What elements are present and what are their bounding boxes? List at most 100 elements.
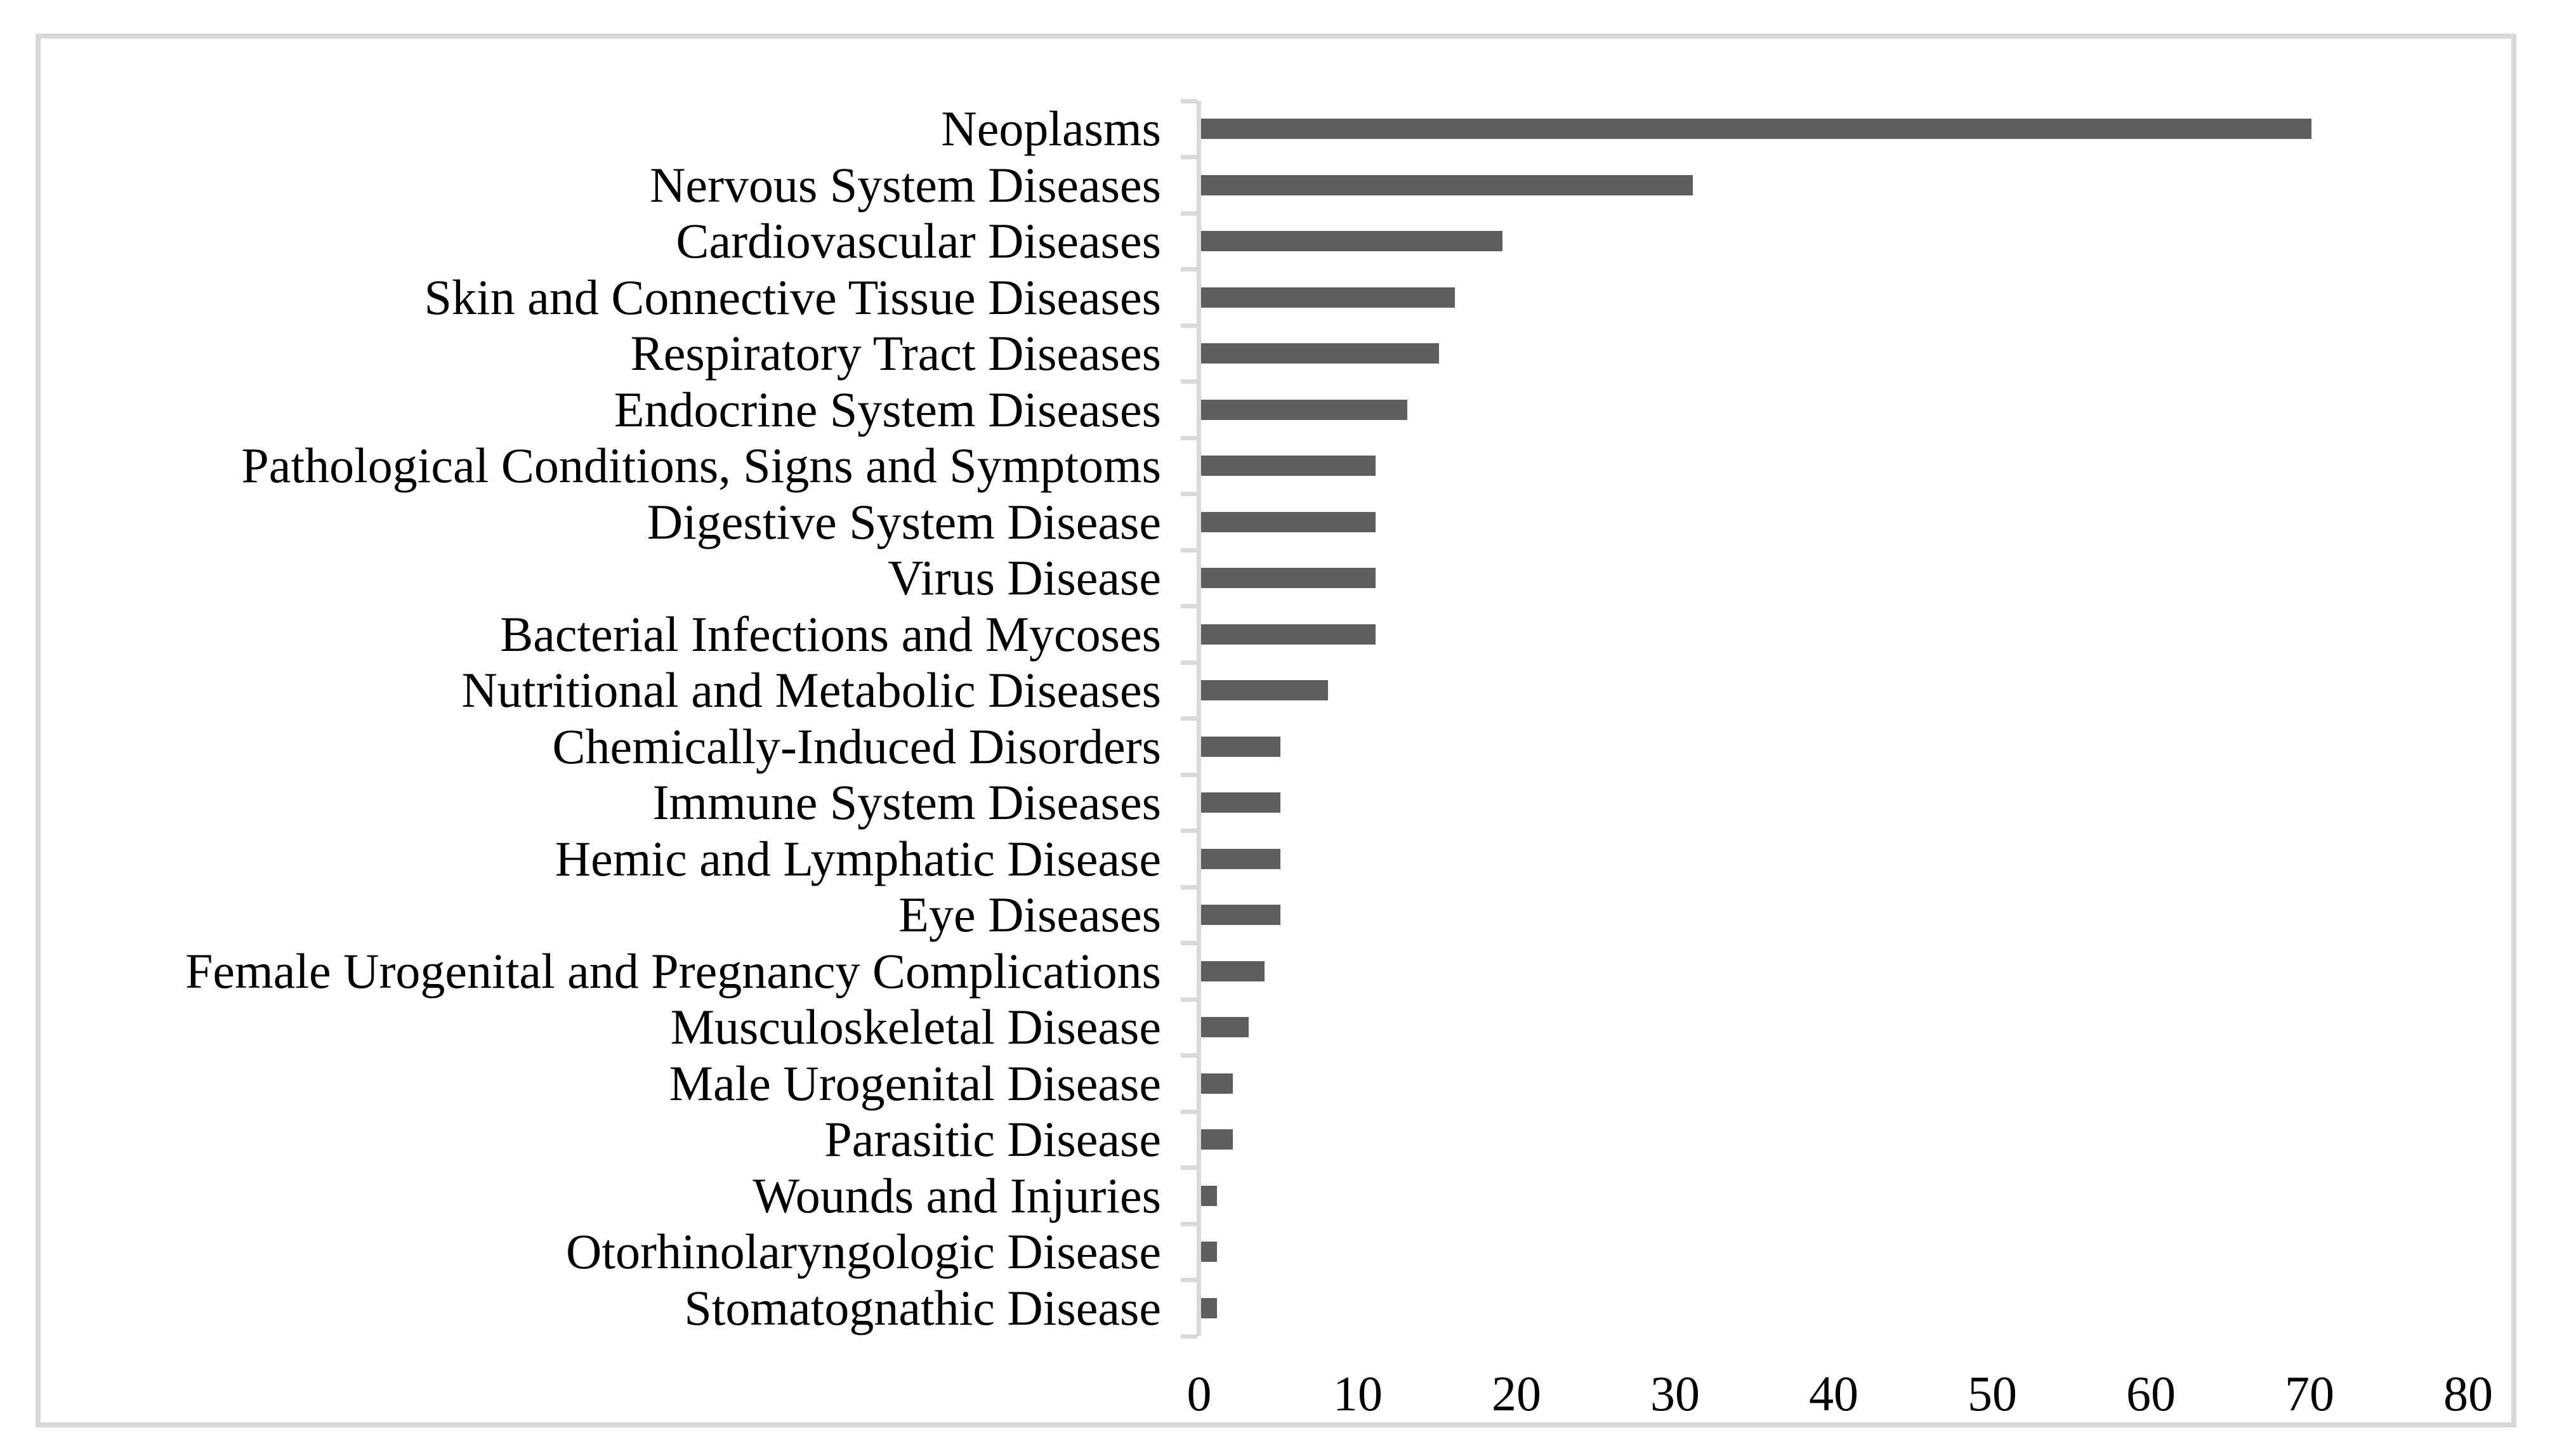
bar-row bbox=[1201, 1224, 2470, 1280]
bar bbox=[1201, 456, 1376, 476]
plot-area bbox=[1201, 101, 2470, 1336]
category-label: Male Urogenital Disease bbox=[669, 1055, 1161, 1111]
bar bbox=[1201, 1129, 1233, 1150]
bar bbox=[1201, 1073, 1233, 1094]
x-axis-tick-label: 0 bbox=[1186, 1366, 1212, 1421]
bar bbox=[1201, 343, 1439, 364]
bar bbox=[1201, 119, 2311, 140]
x-axis-tick-label: 60 bbox=[2126, 1366, 2176, 1421]
x-axis-tick-label: 40 bbox=[1809, 1366, 1858, 1421]
category-axis-tick bbox=[1181, 941, 1197, 945]
category-axis-tick bbox=[1181, 1221, 1197, 1226]
bar-row bbox=[1201, 550, 2470, 607]
category-label: Cardiovascular Diseases bbox=[676, 213, 1161, 269]
category-axis-tick bbox=[1181, 829, 1197, 833]
bar-row bbox=[1201, 382, 2470, 438]
category-label: Virus Disease bbox=[888, 550, 1161, 606]
bar bbox=[1201, 1297, 1217, 1318]
bar-row bbox=[1201, 775, 2470, 831]
bar-row bbox=[1201, 831, 2470, 888]
bar-row bbox=[1201, 719, 2470, 775]
category-axis-tick bbox=[1181, 604, 1197, 608]
bar bbox=[1201, 287, 1455, 308]
category-axis-tick bbox=[1181, 379, 1197, 384]
category-axis-tick bbox=[1181, 548, 1197, 553]
bar-row bbox=[1201, 662, 2470, 719]
category-label: Bacterial Infections and Mycoses bbox=[500, 606, 1161, 662]
y-axis-line bbox=[1197, 101, 1201, 1336]
x-axis-tick-label: 20 bbox=[1492, 1366, 1541, 1421]
category-axis-tick bbox=[1181, 997, 1197, 1002]
bar-row bbox=[1201, 1168, 2470, 1224]
bar bbox=[1201, 511, 1376, 532]
category-label: Digestive System Disease bbox=[647, 494, 1161, 549]
x-axis-tick-label: 50 bbox=[1968, 1366, 2017, 1421]
bar bbox=[1201, 680, 1328, 701]
category-label: Immune System Diseases bbox=[652, 775, 1161, 830]
category-label: Wounds and Injuries bbox=[753, 1167, 1161, 1223]
chart-border bbox=[36, 34, 2516, 1427]
category-label: Endocrine System Diseases bbox=[614, 381, 1161, 437]
category-label: Skin and Connective Tissue Diseases bbox=[424, 269, 1161, 325]
bar-row bbox=[1201, 607, 2470, 663]
bar bbox=[1201, 736, 1280, 757]
category-label: Pathological Conditions, Signs and Sympt… bbox=[241, 438, 1161, 494]
category-axis-tick bbox=[1181, 884, 1197, 889]
category-label: Respiratory Tract Diseases bbox=[630, 325, 1161, 381]
category-axis-tick bbox=[1181, 435, 1197, 440]
category-label: Neoplasms bbox=[941, 101, 1161, 157]
x-axis-tick-label: 70 bbox=[2285, 1366, 2334, 1421]
bar-row bbox=[1201, 999, 2470, 1056]
category-label: Chemically-Induced Disorders bbox=[552, 718, 1161, 774]
bar-row bbox=[1201, 213, 2470, 270]
category-label: Nutritional and Metabolic Diseases bbox=[461, 662, 1161, 718]
bar-row bbox=[1201, 943, 2470, 1000]
category-axis-tick bbox=[1181, 1334, 1197, 1339]
bar bbox=[1201, 624, 1376, 645]
category-axis-tick bbox=[1181, 211, 1197, 216]
category-label: Eye Diseases bbox=[898, 887, 1161, 943]
category-axis-tick bbox=[1181, 492, 1197, 496]
bar bbox=[1201, 399, 1407, 420]
category-axis-labels: Neoplasms Nervous System Diseases Cardiova… bbox=[76, 101, 1161, 1336]
bar bbox=[1201, 231, 1502, 252]
category-axis-tick bbox=[1181, 1109, 1197, 1114]
x-axis-tick-labels: 0 10 20 30 40 50 60 70 80 bbox=[0, 1369, 2557, 1426]
bar bbox=[1201, 568, 1376, 589]
category-label: Stomatognathic Disease bbox=[684, 1280, 1161, 1335]
category-label: Parasitic Disease bbox=[824, 1112, 1161, 1167]
bar bbox=[1201, 1185, 1217, 1206]
category-label: Female Urogenital and Pregnancy Complica… bbox=[185, 943, 1161, 999]
bar-row bbox=[1201, 270, 2470, 326]
category-axis-tick bbox=[1181, 1053, 1197, 1058]
category-axis-tick bbox=[1181, 155, 1197, 159]
bar-row bbox=[1201, 1112, 2470, 1168]
category-label: Otorhinolaryngologic Disease bbox=[566, 1224, 1161, 1280]
bar bbox=[1201, 792, 1280, 813]
bar bbox=[1201, 961, 1265, 981]
bar-row bbox=[1201, 325, 2470, 382]
x-axis-tick-label: 10 bbox=[1333, 1366, 1383, 1421]
bar bbox=[1201, 174, 1693, 195]
bar-row bbox=[1201, 887, 2470, 943]
category-axis-tick bbox=[1181, 772, 1197, 777]
category-axis-tick bbox=[1181, 1165, 1197, 1170]
bar bbox=[1201, 848, 1280, 869]
category-axis-tick bbox=[1181, 323, 1197, 328]
category-axis-tick bbox=[1181, 98, 1197, 103]
bar-row bbox=[1201, 494, 2470, 551]
category-axis-tick bbox=[1181, 716, 1197, 721]
x-axis-tick-label: 80 bbox=[2443, 1366, 2493, 1421]
bar bbox=[1201, 905, 1280, 926]
category-label: Nervous System Diseases bbox=[650, 157, 1161, 213]
bar-row bbox=[1201, 438, 2470, 494]
bar-row bbox=[1201, 1056, 2470, 1112]
x-axis-tick-label: 30 bbox=[1650, 1366, 1700, 1421]
category-label: Musculoskeletal Disease bbox=[670, 999, 1161, 1055]
category-axis-tick bbox=[1181, 660, 1197, 665]
category-axis-tick bbox=[1181, 1278, 1197, 1282]
bar bbox=[1201, 1242, 1217, 1263]
bar bbox=[1201, 1017, 1249, 1038]
category-axis-tick bbox=[1181, 267, 1197, 272]
